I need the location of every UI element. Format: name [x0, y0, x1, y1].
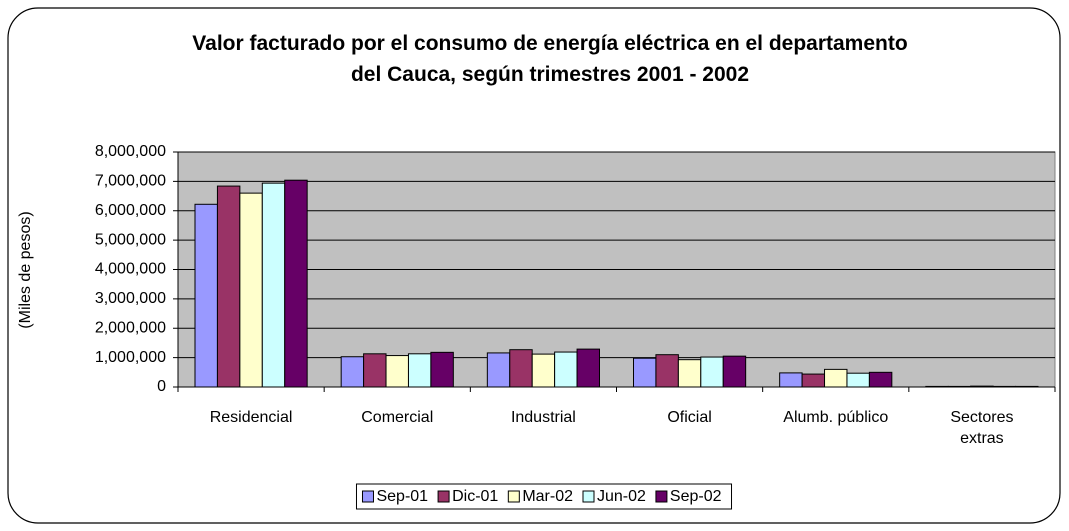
- x-tick-label: Comercial: [361, 409, 434, 426]
- bar: [239, 192, 263, 388]
- y-tick-label: 1,000,000: [95, 349, 166, 366]
- legend-swatch: [655, 490, 668, 503]
- legend-label: Dic-01: [452, 488, 498, 505]
- bar: [340, 356, 365, 388]
- bar: [531, 353, 556, 388]
- x-tick-label: Oficial: [667, 409, 712, 426]
- bar: [554, 351, 578, 388]
- legend-label: Mar-02: [522, 488, 573, 505]
- x-tick-label: Industrial: [510, 409, 576, 426]
- x-tick-label: Sectores extras: [950, 409, 1014, 447]
- y-tick-label: 0: [157, 378, 166, 395]
- legend: [355, 483, 733, 510]
- y-tick-label: 2,000,000: [95, 319, 166, 336]
- y-tick-label: 3,000,000: [95, 290, 166, 307]
- y-axis-label: (Miles de pesos): [17, 211, 34, 328]
- bar: [722, 355, 747, 388]
- chart-title: Valor facturado por el consumo de energí…: [192, 32, 908, 86]
- y-tick-label: 7,000,000: [95, 173, 166, 190]
- bar: [655, 354, 679, 388]
- bar: [407, 353, 432, 388]
- bar: [385, 355, 409, 388]
- bar: [363, 353, 387, 388]
- legend-swatch: [582, 490, 595, 503]
- bar: [509, 349, 533, 388]
- bar: [779, 372, 803, 388]
- legend-label: Sep-01: [376, 488, 428, 505]
- legend-swatch: [361, 490, 374, 503]
- legend-swatch: [437, 490, 450, 503]
- bar: [216, 185, 241, 388]
- legend-swatch: [507, 490, 520, 503]
- bar: [194, 203, 218, 388]
- y-tick-label: 4,000,000: [95, 261, 166, 278]
- bar: [868, 371, 893, 388]
- bar: [801, 373, 826, 388]
- legend-label: Jun-02: [597, 488, 646, 505]
- x-tick-label: Residencial: [209, 409, 293, 426]
- bar: [486, 352, 511, 388]
- bar: [677, 359, 702, 388]
- legend-label: Sep-02: [670, 488, 722, 505]
- bar: [261, 182, 286, 388]
- y-tick-label: 6,000,000: [95, 202, 166, 219]
- bar: [284, 179, 308, 388]
- y-tick-label: 8,000,000: [95, 143, 166, 160]
- bar: [846, 372, 870, 388]
- bar: [576, 348, 600, 388]
- bar: [824, 368, 848, 388]
- x-tick-label: Alumb. público: [783, 409, 889, 426]
- bar: [430, 351, 454, 388]
- bar: [700, 356, 724, 388]
- y-tick-label: 5,000,000: [95, 231, 166, 248]
- bar: [633, 357, 657, 388]
